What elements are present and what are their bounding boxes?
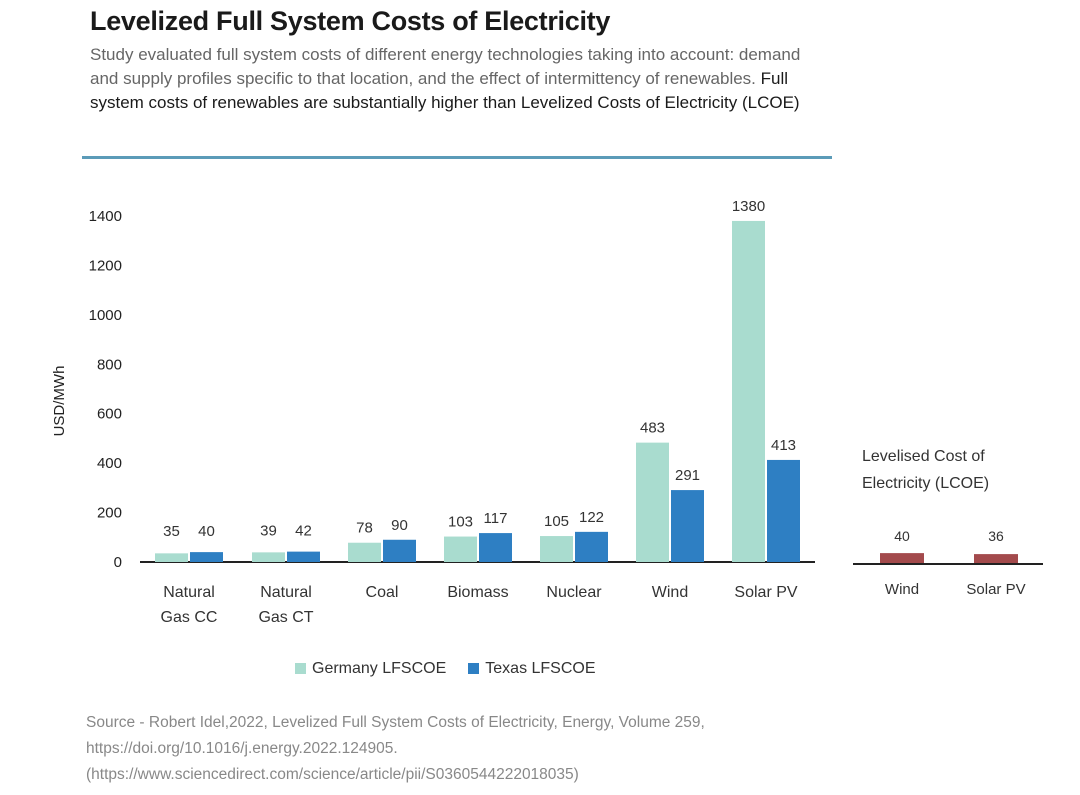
lcoe-title: Electricity (LCOE) — [862, 475, 989, 492]
lcoe-bar — [974, 554, 1018, 563]
source-line-1: Source - Robert Idel,2022, Levelized Ful… — [86, 714, 705, 731]
data-label-germany: 1380 — [732, 198, 765, 215]
data-label-texas: 40 — [198, 523, 215, 540]
data-label-texas: 42 — [295, 523, 312, 540]
data-label-texas: 90 — [391, 517, 408, 534]
source-citation: Source - Robert Idel,2022, Levelized Ful… — [86, 710, 705, 788]
bar-texas — [190, 552, 223, 562]
data-label-germany: 483 — [640, 420, 665, 437]
data-label-germany: 103 — [448, 514, 473, 531]
y-tick-label: 200 — [97, 505, 122, 522]
lcoe-bar — [880, 553, 924, 563]
x-tick-label: Gas CC — [161, 609, 218, 626]
subtitle-bold: Full system costs of renewables are subs… — [90, 69, 800, 112]
legend: Germany LFSCOE Texas LFSCOE — [295, 660, 596, 678]
bar-germany — [252, 552, 285, 562]
bar-germany — [636, 442, 669, 562]
data-label-germany: 39 — [260, 523, 277, 540]
bar-texas — [383, 539, 416, 562]
data-label-texas: 291 — [675, 467, 700, 484]
bar-germany — [444, 536, 477, 562]
subtitle-plain: Study evaluated full system costs of dif… — [90, 45, 801, 88]
data-label-texas: 122 — [579, 509, 604, 526]
data-label-texas: 117 — [484, 510, 508, 527]
x-tick-label: Biomass — [447, 584, 508, 601]
data-label-germany: 35 — [163, 523, 180, 540]
lcoe-title: Levelised Cost of — [862, 448, 985, 465]
x-tick-label: Wind — [652, 584, 688, 601]
y-axis-label: USD/MWh — [51, 366, 68, 437]
x-tick-label: Coal — [366, 584, 399, 601]
lcoe-x-tick-label: Solar PV — [966, 581, 1025, 598]
bar-germany — [155, 553, 188, 562]
x-tick-label: Natural — [260, 584, 312, 601]
lcoe-data-label: 36 — [988, 528, 1004, 544]
legend-label-germany: Germany LFSCOE — [312, 660, 447, 677]
legend-item-germany: Germany LFSCOE — [295, 660, 446, 678]
source-doi-link[interactable]: https://doi.org/10.1016/j.energy.2022.12… — [86, 740, 398, 757]
y-tick-label: 0 — [114, 554, 122, 571]
data-label-texas: 413 — [771, 437, 796, 454]
bar-texas — [479, 533, 512, 562]
data-label-germany: 105 — [544, 513, 569, 530]
y-tick-label: 600 — [97, 406, 122, 423]
x-tick-label: Nuclear — [546, 584, 602, 601]
bar-texas — [575, 531, 608, 562]
bar-germany — [540, 536, 573, 562]
x-tick-label: Natural — [163, 584, 215, 601]
chart-title: Levelized Full System Costs of Electrici… — [90, 6, 611, 36]
y-tick-label: 400 — [97, 455, 122, 472]
legend-label-texas: Texas LFSCOE — [485, 660, 596, 677]
legend-swatch-germany — [295, 663, 306, 675]
x-tick-label: Gas CT — [258, 609, 313, 626]
bar-texas — [287, 551, 320, 562]
y-tick-label: 800 — [97, 356, 122, 373]
lcoe-data-label: 40 — [894, 528, 910, 544]
data-label-germany: 78 — [356, 520, 373, 537]
bar-germany — [348, 542, 381, 562]
chart-subtitle: Study evaluated full system costs of dif… — [90, 43, 810, 115]
legend-swatch-texas — [468, 663, 480, 675]
title-divider — [82, 156, 832, 159]
x-tick-label: Solar PV — [734, 584, 797, 601]
lcoe-x-tick-label: Wind — [885, 581, 919, 598]
source-url-link[interactable]: (https://www.sciencedirect.com/science/a… — [86, 766, 579, 783]
bar-germany — [732, 220, 765, 562]
bar-texas — [671, 490, 704, 562]
y-tick-label: 1200 — [89, 257, 122, 274]
legend-item-texas: Texas LFSCOE — [468, 660, 596, 678]
bar-texas — [767, 459, 800, 562]
y-tick-label: 1000 — [89, 307, 122, 324]
y-tick-label: 1400 — [89, 208, 122, 225]
